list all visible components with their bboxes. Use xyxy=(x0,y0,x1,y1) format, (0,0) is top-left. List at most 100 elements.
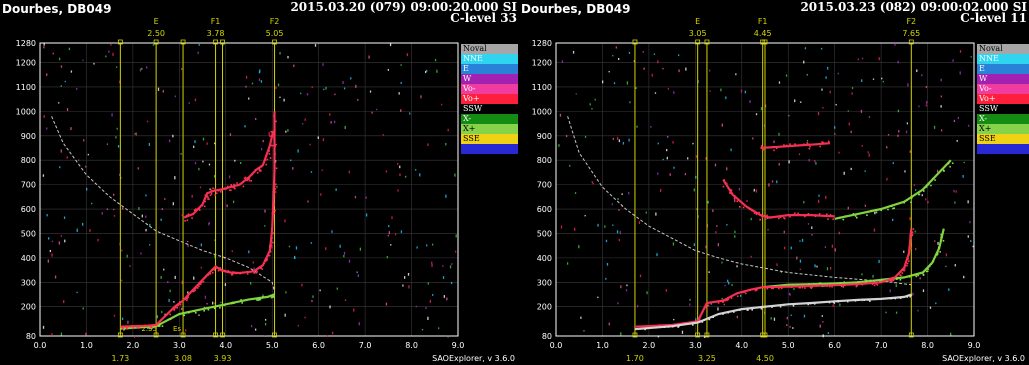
o-high-trace-point xyxy=(822,141,825,144)
noise-point xyxy=(622,142,625,145)
noise-point xyxy=(589,103,591,106)
noise-point xyxy=(321,169,323,172)
noise-point xyxy=(695,318,697,322)
x-trace-point xyxy=(219,306,221,309)
x-trace-point xyxy=(152,325,154,328)
noise-point xyxy=(725,96,727,100)
noise-point xyxy=(105,55,107,58)
o-trace-point xyxy=(804,287,806,289)
y-tick-label: 1280 xyxy=(16,39,36,48)
noise-point xyxy=(773,317,776,321)
noise-point xyxy=(320,193,322,196)
y-tick-label: 1100 xyxy=(16,83,36,92)
noise-point xyxy=(922,289,925,293)
marker-square xyxy=(762,332,768,338)
o-upper-trace-point xyxy=(793,212,796,215)
o-trace-point xyxy=(145,325,148,327)
o-trace-point xyxy=(275,183,277,186)
noise-point xyxy=(51,333,53,336)
o-trace-point xyxy=(850,283,853,286)
marker-square xyxy=(153,39,159,45)
noise-point xyxy=(617,302,619,305)
clevel-text: C-level 33 xyxy=(450,11,517,25)
o-upper-trace-point xyxy=(269,157,272,159)
o-trace-point xyxy=(790,286,793,288)
o-upper-trace-point xyxy=(215,192,218,194)
noise-point xyxy=(621,193,623,195)
noise-point xyxy=(121,249,123,252)
o-upper-trace-point xyxy=(268,153,271,155)
noise-point xyxy=(734,230,736,234)
noise-point xyxy=(46,214,48,217)
noise-point xyxy=(126,254,128,258)
noise-point xyxy=(940,95,942,98)
x-trace-point xyxy=(818,282,821,285)
x-upper-trace-point xyxy=(910,201,912,204)
noise-point xyxy=(620,332,622,336)
noise-point xyxy=(248,97,250,100)
noise-point xyxy=(259,69,261,73)
noise-point xyxy=(63,216,66,219)
noise-point xyxy=(385,302,388,306)
x-upper-trace-point xyxy=(854,215,857,217)
noise-point xyxy=(662,67,664,70)
o-upper-trace-point xyxy=(233,183,235,186)
white-trace-point xyxy=(863,299,866,301)
o-upper-trace-point xyxy=(257,167,259,170)
o-high-trace-point xyxy=(815,143,818,146)
o-upper-trace-point xyxy=(234,187,236,190)
noise-point xyxy=(778,163,780,166)
o-upper-trace-point xyxy=(270,144,273,147)
o-trace-line xyxy=(120,111,276,328)
noise-point xyxy=(137,167,139,170)
noise-point xyxy=(260,80,263,83)
o-upper-trace xyxy=(722,179,835,221)
marker-value: 5.05 xyxy=(266,29,284,38)
noise-point xyxy=(198,314,200,316)
noise-point xyxy=(82,222,84,226)
noise-point xyxy=(382,134,385,136)
noise-point xyxy=(117,145,120,148)
white-trace-point xyxy=(869,300,871,302)
noise-point xyxy=(400,230,403,233)
o-trace-point xyxy=(749,289,752,291)
grid xyxy=(39,42,459,337)
noise-point xyxy=(214,302,216,305)
o-trace-point xyxy=(272,202,275,204)
o-upper-trace-point xyxy=(185,214,188,217)
noise-point xyxy=(954,201,956,204)
noise-point xyxy=(873,228,876,232)
noise-point xyxy=(799,268,801,270)
x-trace-point xyxy=(940,239,942,242)
noise-point xyxy=(451,263,453,265)
o-trace-point xyxy=(196,287,199,289)
legend-item: Vo+ xyxy=(977,94,1029,104)
noise-point xyxy=(612,55,614,57)
noise-point xyxy=(239,161,242,165)
o-trace-point xyxy=(205,276,207,278)
noise-point xyxy=(788,160,790,164)
o-trace-point xyxy=(269,250,272,253)
noise-point xyxy=(755,113,758,116)
noise-point xyxy=(251,82,254,85)
noise-point xyxy=(232,200,235,204)
noise-point xyxy=(288,245,291,248)
noise-point xyxy=(738,187,741,191)
noise-point xyxy=(826,267,829,271)
y-tick-label: 200 xyxy=(537,303,552,312)
noise-point xyxy=(904,170,906,173)
noise-point xyxy=(49,249,51,253)
o-trace-point xyxy=(122,325,124,328)
noise-point xyxy=(715,231,717,234)
marker-square xyxy=(632,332,638,338)
y-tick-label: 600 xyxy=(21,205,36,214)
x-trace-point xyxy=(895,277,898,279)
o-trace-point xyxy=(892,278,894,281)
o-trace-point xyxy=(906,262,909,265)
noise-point xyxy=(397,189,399,192)
o-upper-trace-point xyxy=(797,212,799,215)
o-upper-trace-point xyxy=(758,211,760,214)
o-trace-point xyxy=(169,313,171,316)
noise-point xyxy=(304,118,306,121)
o-trace-point xyxy=(722,300,724,302)
